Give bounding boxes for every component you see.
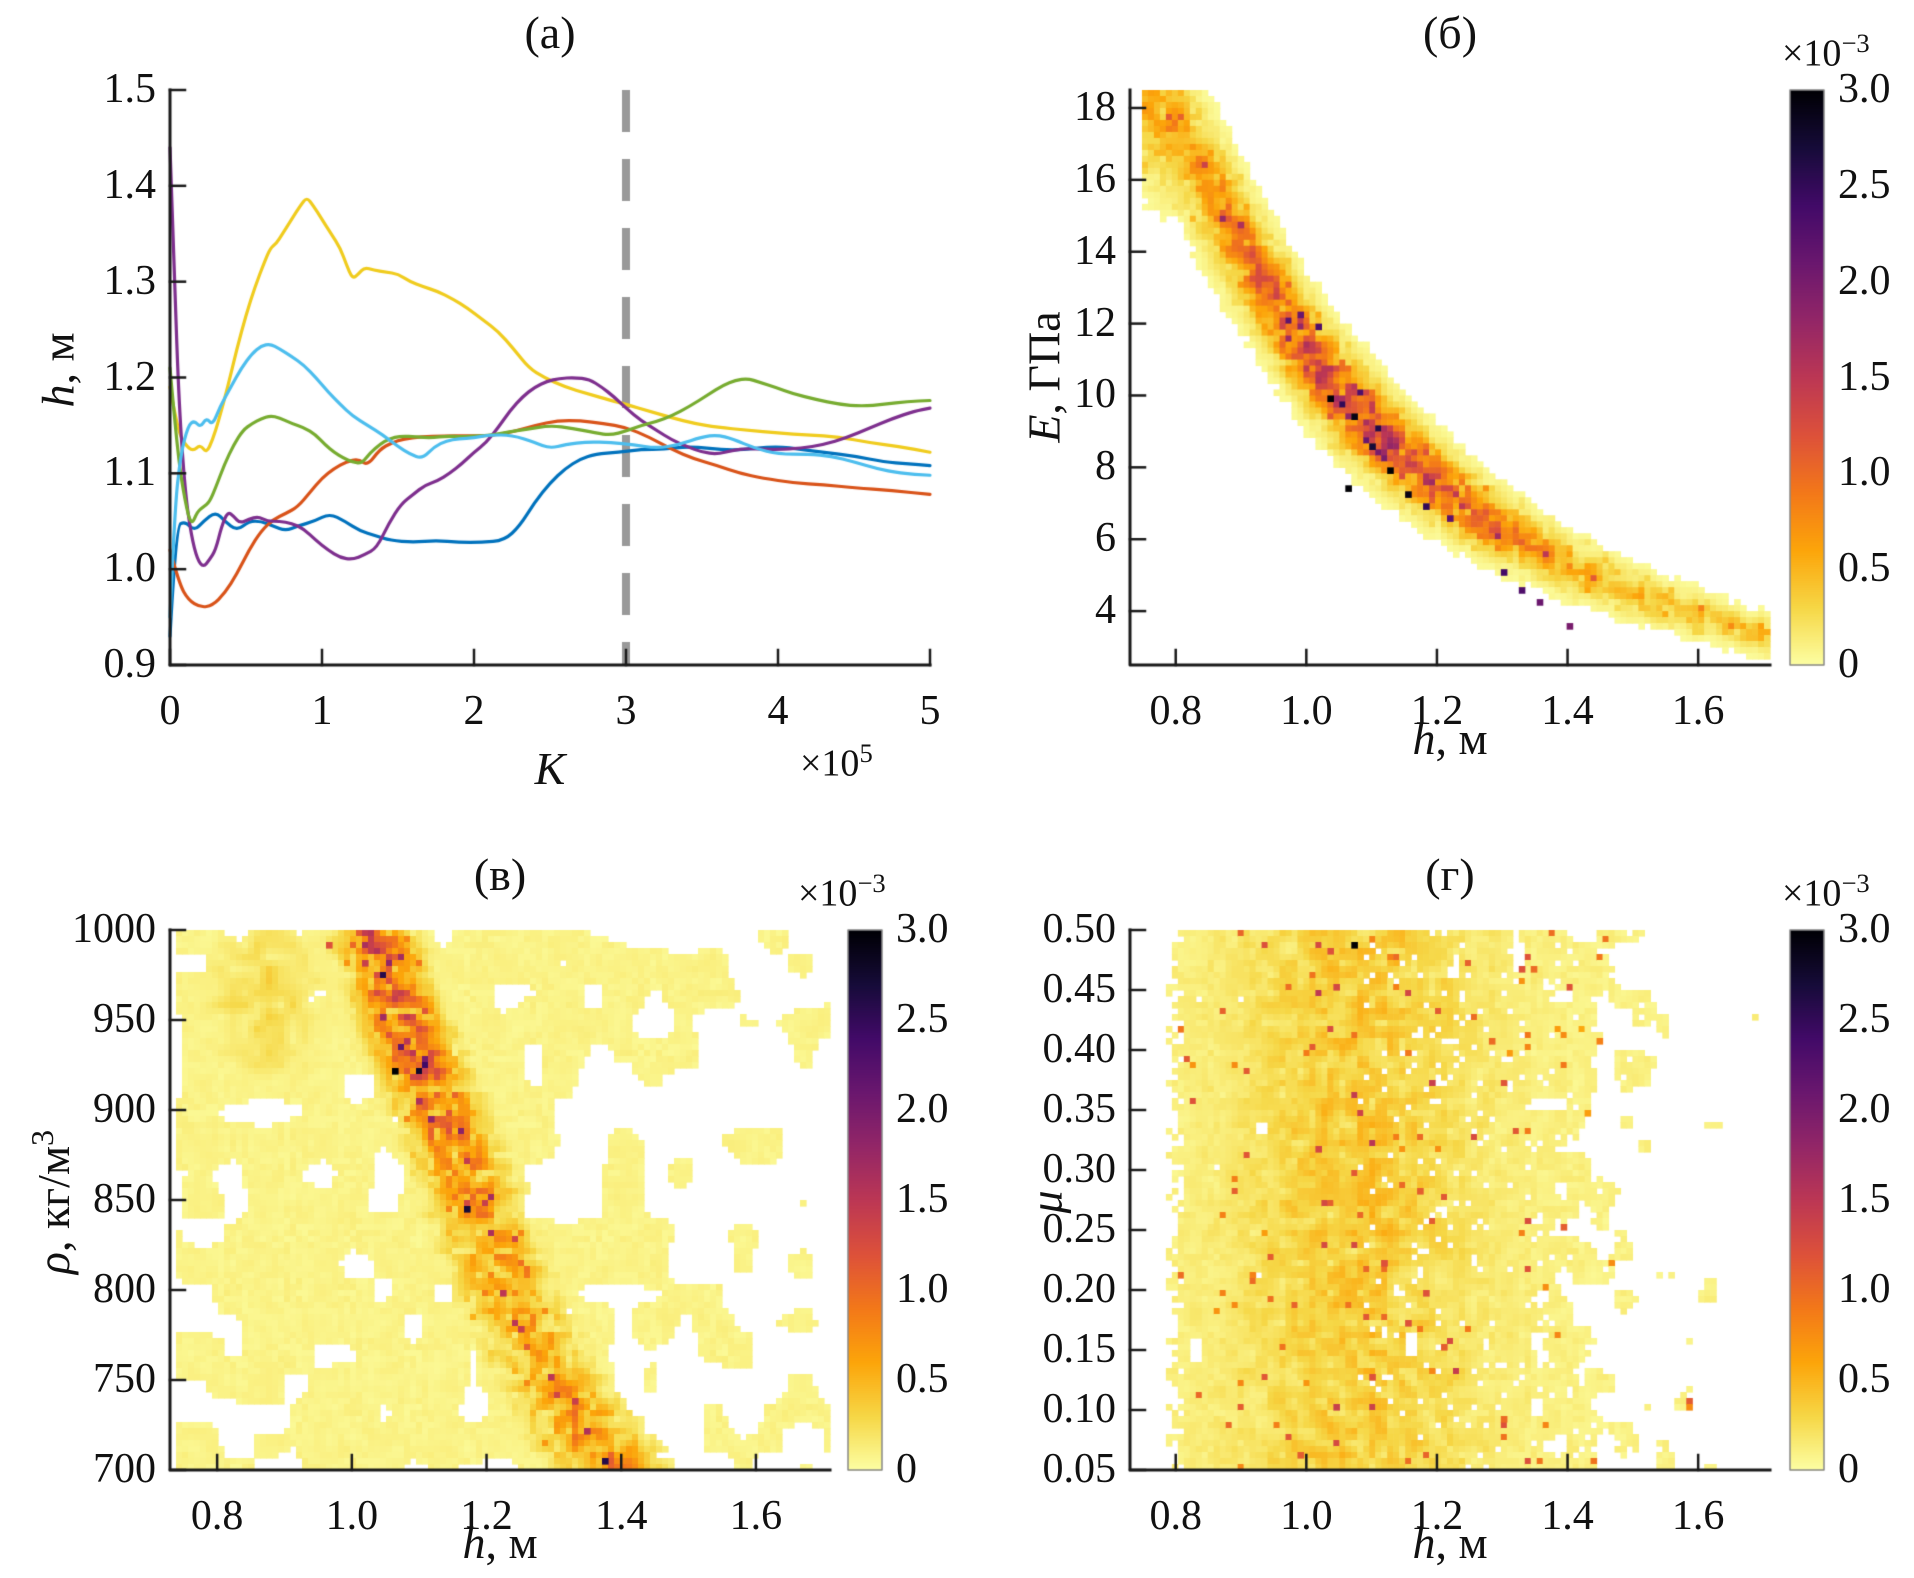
panel-a-x-scale: ×105 <box>800 738 873 785</box>
tick-label: 0.20 <box>1042 1266 1117 1313</box>
tick-label: 0 <box>159 688 181 734</box>
tick-label: 0 <box>896 1446 917 1493</box>
tick-label: 16 <box>1074 155 1116 202</box>
tick-label: 1.0 <box>896 1266 949 1313</box>
tick-label: 10 <box>1074 371 1116 418</box>
tick-label: 0 <box>1838 1446 1859 1493</box>
tick-label: 0.40 <box>1042 1026 1117 1073</box>
tick-label: 5 <box>919 688 941 734</box>
colorbar-v-scale: ×10−3 <box>798 868 886 915</box>
tick-label: 1.5 <box>1838 1176 1891 1223</box>
tick-label: 900 <box>93 1086 156 1133</box>
tick-label: 0.8 <box>190 1493 244 1539</box>
tick-label: 1.1 <box>103 449 157 496</box>
tick-label: 2.0 <box>896 1086 949 1133</box>
tick-label: 0.15 <box>1042 1326 1117 1373</box>
tick-label: 0.50 <box>1042 906 1117 953</box>
panel-b-ylabel: E, ГПа <box>1018 311 1070 443</box>
tick-label: 1.5 <box>103 66 157 113</box>
tick-label: 1.4 <box>594 1493 648 1539</box>
tick-label: 0.5 <box>1838 545 1891 592</box>
tick-label: 1.2 <box>1410 688 1464 734</box>
tick-label: 2.5 <box>1838 161 1891 208</box>
tick-label: 2.0 <box>1838 1086 1891 1133</box>
tick-label: 14 <box>1074 227 1116 274</box>
tick-label: 2.0 <box>1838 257 1891 304</box>
tick-label: 4 <box>1095 587 1116 634</box>
tick-label: 2.5 <box>1838 996 1891 1043</box>
tick-label: 1.6 <box>1671 688 1725 734</box>
tick-label: 0.8 <box>1149 688 1202 734</box>
tick-label: 0.25 <box>1042 1206 1117 1253</box>
tick-label: 0.5 <box>1838 1356 1891 1403</box>
tick-label: 700 <box>93 1446 156 1493</box>
tick-label: 1.0 <box>1280 1493 1333 1539</box>
tick-label: 3.0 <box>1838 66 1891 113</box>
tick-label: 0.05 <box>1042 1446 1117 1493</box>
panel-g-xlabel: h, м <box>1412 1517 1488 1568</box>
tick-label: 1.6 <box>729 1493 783 1539</box>
tick-label: 1.2 <box>460 1493 513 1539</box>
panel-b-xlabel: h, м <box>1412 713 1488 764</box>
tick-label: 6 <box>1095 515 1116 562</box>
tick-label: 3.0 <box>1838 906 1891 953</box>
tick-label: 3 <box>615 688 637 734</box>
tick-label: 0.35 <box>1042 1086 1117 1133</box>
tick-label: 0.30 <box>1042 1146 1117 1193</box>
tick-label: 1.5 <box>1838 353 1891 400</box>
tick-label: 1.6 <box>1671 1493 1725 1539</box>
tick-label: 1.3 <box>103 257 157 304</box>
tick-label: 750 <box>93 1356 156 1403</box>
panel-v-xlabel: h, м <box>462 1517 538 1568</box>
tick-label: 850 <box>93 1176 156 1223</box>
tick-label: 1 <box>311 688 333 734</box>
tick-label: 1.0 <box>1280 688 1333 734</box>
panel-v-title: (в) <box>473 849 527 900</box>
tick-label: 800 <box>93 1266 156 1313</box>
tick-label: 1.2 <box>1410 1493 1464 1539</box>
panel-g-title: (г) <box>1425 849 1475 900</box>
tick-label: 0.5 <box>896 1356 949 1403</box>
tick-label: 950 <box>93 996 156 1043</box>
tick-label: 1.0 <box>1838 1266 1891 1313</box>
tick-label: 0.10 <box>1042 1386 1117 1433</box>
tick-label: 1.5 <box>896 1176 949 1223</box>
tick-label: 0.8 <box>1149 1493 1202 1539</box>
tick-label: 18 <box>1074 84 1116 131</box>
tick-label: 1.4 <box>1541 1493 1594 1539</box>
tick-label: 1000 <box>72 906 156 953</box>
tick-label: 2 <box>463 688 485 734</box>
tick-label: 1.0 <box>1838 449 1891 496</box>
tick-label: 3.0 <box>896 906 949 953</box>
tick-label: 12 <box>1074 299 1116 346</box>
panel-b-title: (б) <box>1422 7 1478 58</box>
colorbar-b-scale: ×10−3 <box>1782 28 1870 75</box>
tick-label: 1.0 <box>103 545 157 592</box>
colorbar-g-scale: ×10−3 <box>1782 868 1870 915</box>
panel-a-xlabel: K <box>534 743 566 794</box>
panel-a-title: (a) <box>524 7 576 58</box>
panel-a-ylabel: h, м <box>32 332 84 408</box>
tick-label: 0.9 <box>103 641 157 688</box>
tick-label: 1.4 <box>103 161 157 208</box>
tick-label: 0.45 <box>1042 966 1117 1013</box>
tick-label: 4 <box>767 688 789 734</box>
tick-label: 0 <box>1838 641 1859 688</box>
tick-label: 1.2 <box>103 353 157 400</box>
tick-label: 1.4 <box>1541 688 1594 734</box>
tick-label: 2.5 <box>896 996 949 1043</box>
panel-v-ylabel: ρ, кг/м3 <box>23 1129 80 1275</box>
tick-label: 1.0 <box>325 1493 379 1539</box>
tick-label: 8 <box>1095 443 1116 490</box>
